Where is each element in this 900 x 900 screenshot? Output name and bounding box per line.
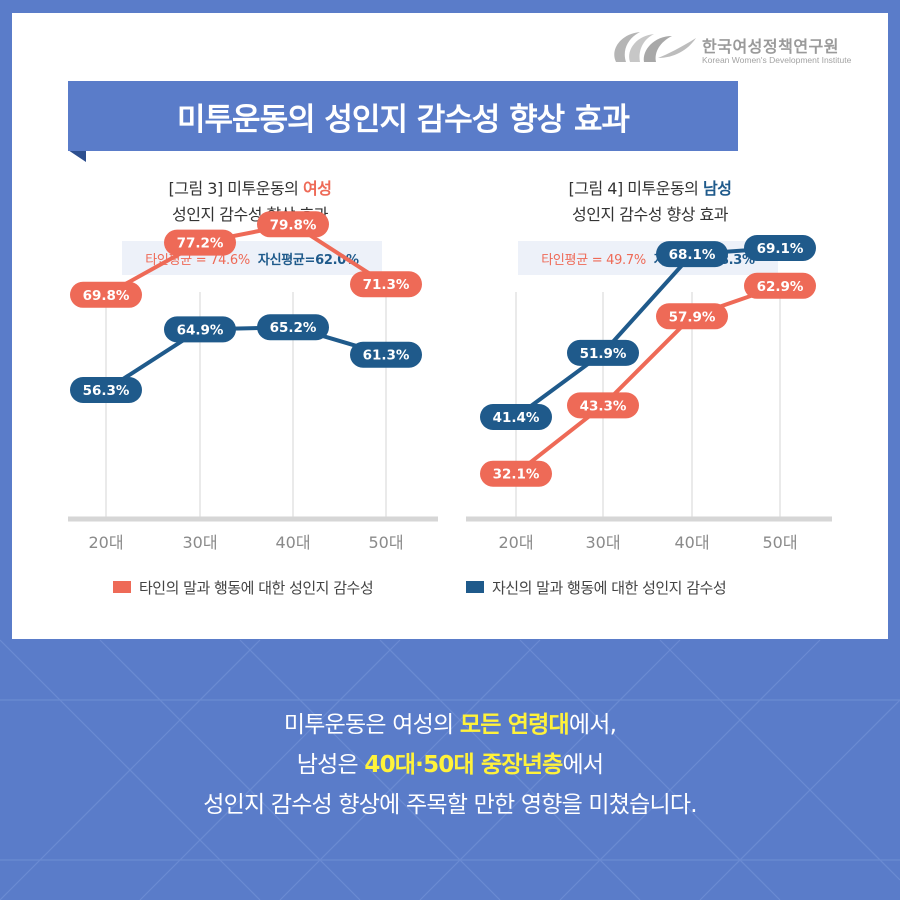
chart-2-series-2-point-badge bbox=[480, 403, 552, 430]
chart-1-series-2-data-label: 65.2% bbox=[270, 320, 317, 336]
panel-2-title-highlight: 남성 bbox=[703, 179, 732, 198]
title-banner: 미투운동의 성인지 감수성 향상 효과 bbox=[68, 81, 738, 151]
legend-item-self: 자신의 말과 행동에 대한 성인지 감수성 bbox=[466, 575, 727, 599]
chart-1-series-1-data-label: 77.2% bbox=[177, 236, 224, 252]
institute-logo: 한국여성정책연구원 Korean Women's Development Ins… bbox=[610, 28, 880, 68]
page-title: 미투운동의 성인지 감수성 향상 효과 bbox=[177, 101, 630, 138]
chart-1-series-1-data-label: 69.8% bbox=[83, 288, 130, 304]
chart-2-series-2-data-label: 41.4% bbox=[493, 410, 540, 426]
institute-english-name: Korean Women's Development Institute bbox=[702, 55, 852, 65]
chart-2-series-2-point-badge bbox=[656, 241, 728, 268]
chart-2-series-2-data-label: 69.1% bbox=[757, 241, 804, 257]
summary-line-2-highlight: 40대·50대 중장년층 bbox=[364, 752, 563, 778]
panel-2-average-box: 타인평균 = 49.7% 자신평균=58.3% bbox=[518, 241, 778, 275]
chart-1-series-2-point-badge bbox=[70, 376, 142, 403]
chart-2-series-2-point-badge bbox=[567, 339, 639, 366]
chart-2-series-1-point-badge bbox=[744, 272, 816, 299]
chart-1-series-1-data-label: 71.3% bbox=[363, 277, 410, 293]
chart-2-series-2-point-badge bbox=[744, 234, 816, 261]
summary-line-1: 미투운동은 여성의 모든 연령대에서, bbox=[0, 705, 900, 745]
chart-2-series-1-point-badge bbox=[656, 303, 728, 330]
summary-line-2-c: 에서 bbox=[562, 752, 604, 778]
summary-line-2-a: 남성은 bbox=[296, 752, 365, 778]
panel-1-average-self: 자신평균=62.0% bbox=[257, 252, 359, 268]
summary-line-3: 성인지 감수성 향상에 주목할 만한 영향을 미쳤습니다. bbox=[203, 792, 697, 818]
institute-logo-icon bbox=[614, 32, 696, 62]
chart-2-series-1-point-badge bbox=[567, 392, 639, 419]
chart-1-series-2-line bbox=[104, 325, 387, 392]
title-banner-fold bbox=[68, 150, 86, 162]
chart-2-series-1-line bbox=[514, 283, 781, 476]
chart-1-series-2-point-badge bbox=[350, 341, 422, 368]
summary-text: 미투운동은 여성의 모든 연령대에서, 남성은 40대·50대 중장년층에서 성… bbox=[0, 705, 900, 825]
summary-line-1-a: 미투운동은 여성의 bbox=[283, 712, 460, 738]
chart-1-category-label: 50대 bbox=[368, 533, 403, 552]
chart-1-category-label: 40대 bbox=[275, 533, 310, 552]
chart-1-series-1-point-badge bbox=[70, 281, 142, 308]
chart-2-category-label: 20대 bbox=[498, 533, 533, 552]
chart-1-series-1-point-badge bbox=[164, 229, 236, 256]
chart-2-category-label: 30대 bbox=[585, 533, 620, 552]
chart-1-category-label: 20대 bbox=[88, 533, 123, 552]
chart-1-series-1-point-badge bbox=[257, 211, 329, 238]
chart-2-series-1-point-badge bbox=[480, 460, 552, 487]
chart-1-series-1-point-badge bbox=[350, 271, 422, 298]
chart-1-series-1-data-label: 79.8% bbox=[270, 217, 317, 233]
chart-2-category-label: 40대 bbox=[674, 533, 709, 552]
panel-2-title: [그림 4] 미투운동의 남성 성인지 감수성 향상 효과 bbox=[500, 176, 800, 228]
chart-1-series-2-point-badge bbox=[164, 316, 236, 343]
chart-2-series-1-data-label: 57.9% bbox=[669, 309, 716, 325]
legend-label-self: 자신의 말과 행동에 대한 성인지 감수성 bbox=[492, 578, 727, 597]
legend-swatch-self bbox=[466, 581, 484, 593]
summary-line-2: 남성은 40대·50대 중장년층에서 bbox=[0, 745, 900, 785]
chart-1-series-2-data-label: 64.9% bbox=[177, 322, 224, 338]
chart-2-series-2-data-label: 51.9% bbox=[580, 346, 627, 362]
chart-2-series-1-data-label: 32.1% bbox=[493, 467, 540, 483]
chart-1-series-2-data-label: 56.3% bbox=[83, 383, 130, 399]
chart-1-series-2-data-label: 61.3% bbox=[363, 348, 410, 364]
panel-2-average-other: 타인평균 = 49.7% bbox=[541, 252, 646, 268]
summary-line-1-c: 에서, bbox=[568, 712, 617, 738]
panel-1-title-prefix: [그림 3] 미투운동의 bbox=[168, 179, 303, 198]
chart-2-series-2-line bbox=[514, 246, 781, 419]
summary-line-1-highlight: 모든 연령대 bbox=[459, 712, 570, 738]
panel-2-title-line2: 성인지 감수성 향상 효과 bbox=[572, 205, 728, 224]
chart-2-series-1-data-label: 43.3% bbox=[580, 398, 627, 414]
chart-1-series-1-line bbox=[105, 222, 388, 297]
legend-item-other: 타인의 말과 행동에 대한 성인지 감수성 bbox=[113, 575, 374, 599]
panel-2-title-prefix: [그림 4] 미투운동의 bbox=[568, 179, 703, 198]
chart-2-series-1-data-label: 62.9% bbox=[757, 279, 804, 295]
panel-1-title-highlight: 여성 bbox=[303, 179, 332, 198]
chart-2-category-label: 50대 bbox=[762, 533, 797, 552]
chart-2-series-2-data-label: 68.1% bbox=[669, 247, 716, 263]
legend-label-other: 타인의 말과 행동에 대한 성인지 감수성 bbox=[139, 578, 374, 597]
institute-name: 한국여성정책연구원 bbox=[702, 37, 839, 56]
chart-1-category-label: 30대 bbox=[182, 533, 217, 552]
legend-swatch-other bbox=[113, 581, 131, 593]
chart-1-series-2-point-badge bbox=[257, 314, 329, 341]
